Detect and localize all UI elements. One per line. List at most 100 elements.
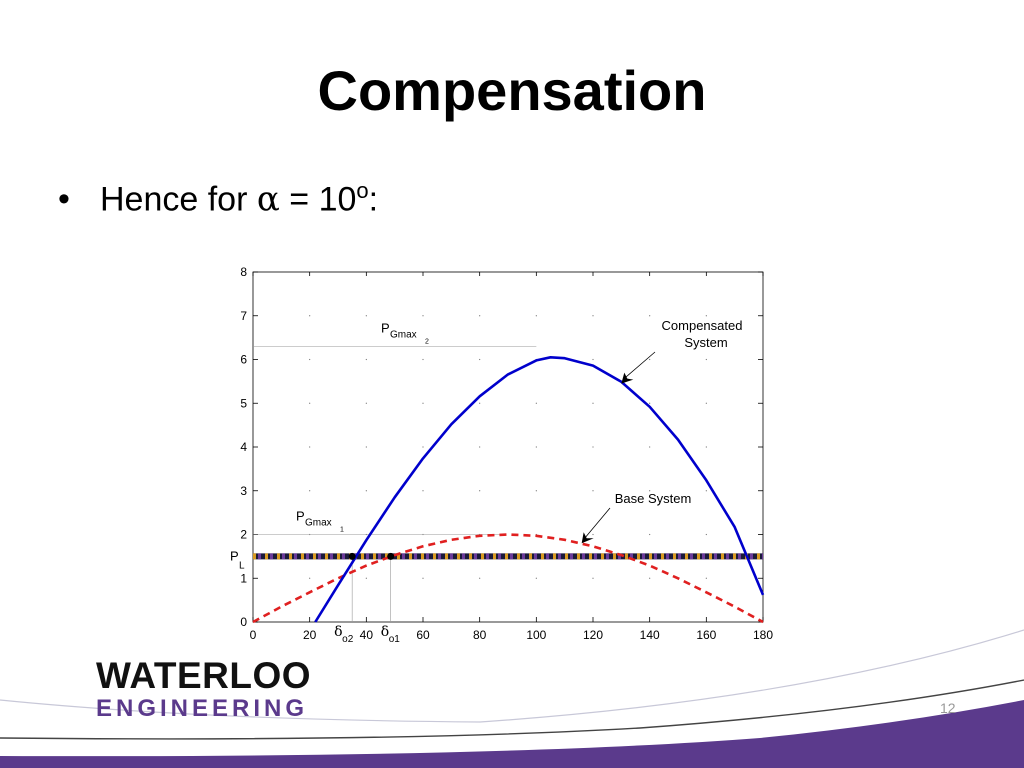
pgmax1-label-subsub: 1: [340, 527, 344, 534]
grid-dot: [649, 402, 651, 404]
grid-dot: [479, 402, 481, 404]
delta-o2-label: δ o2: [334, 624, 354, 645]
x-tick-label: 80: [473, 628, 487, 642]
y-tick-label: 2: [240, 528, 247, 542]
grid-dot: [649, 533, 651, 536]
degree-superscript: o: [356, 178, 369, 203]
compensated-arrow-line: [625, 351, 656, 378]
grid-dot: [592, 490, 594, 492]
delta-o2-label-sub: o2: [342, 634, 354, 645]
base-system-curve: [252, 533, 764, 624]
grid-dot: [309, 358, 311, 361]
bullet-suffix: :: [368, 180, 379, 219]
grid-dot: [309, 490, 311, 492]
grid-dot: [705, 358, 707, 361]
grid-dot: [479, 490, 481, 492]
grid-dot: [592, 402, 594, 404]
grid-dot: [365, 577, 367, 579]
grid-dot: [309, 315, 311, 317]
grid-dot: [479, 358, 481, 361]
x-tick-label: 20: [303, 628, 317, 642]
x-tick-label: 40: [360, 628, 374, 642]
grid-dot: [422, 358, 424, 361]
compensated-system-curve: [314, 356, 765, 623]
pgmax1-label-main: P: [296, 509, 305, 524]
y-tick-label: 0: [240, 615, 247, 629]
compensated-arrowhead: [621, 372, 634, 384]
grid-dot: [365, 358, 367, 361]
grid-dot: [479, 315, 481, 317]
compensated-label-line1: Compensated: [662, 318, 743, 333]
bullet-line: • Hence for α = 10o:: [58, 178, 378, 219]
grid-dot: [422, 446, 424, 448]
intersection-o2: [348, 552, 356, 560]
pgmax2-label-subsub: 2: [425, 338, 429, 345]
logo-engineering: ENGINEERING: [96, 695, 309, 722]
grid-dot: [592, 533, 594, 536]
x-tick-label: 160: [696, 628, 716, 642]
grid-dot: [705, 577, 707, 579]
pl-label: PL: [230, 548, 245, 571]
waterloo-engineering-logo: WATERLOO ENGINEERING: [96, 656, 311, 722]
grid-dot: [422, 577, 424, 579]
alpha-symbol: α: [256, 179, 280, 220]
grid-dot: [705, 490, 707, 492]
y-tick-label: 7: [240, 309, 247, 323]
grid-dot: [705, 446, 707, 448]
grid-dot: [479, 446, 481, 448]
grid-dot: [309, 402, 311, 404]
slide-title: Compensation: [317, 59, 707, 122]
base-arrowhead: [581, 532, 594, 544]
pl-label-main: P: [230, 548, 239, 563]
grid-dot: [422, 315, 424, 317]
grid-dot: [649, 490, 651, 492]
grid-dot: [592, 358, 594, 361]
grid-dot: [535, 446, 537, 448]
grid-dot: [705, 533, 707, 536]
grid-dot: [365, 315, 367, 317]
pgmax1-label: P Gmax 1: [296, 509, 344, 534]
grid-dot: [649, 315, 651, 317]
x-tick-label: 60: [416, 628, 430, 642]
y-tick-label: 4: [240, 440, 247, 454]
pgmax2-label-sub: Gmax: [390, 329, 417, 340]
base-system-label: Base System: [615, 491, 692, 506]
y-tick-label: 8: [240, 265, 247, 279]
grid-dot: [422, 402, 424, 404]
pl-label-sub: L: [239, 560, 245, 571]
grid-dot: [535, 577, 537, 579]
grid-dot: [705, 402, 707, 404]
intersection-o1: [387, 552, 395, 560]
x-tick-label: 120: [583, 628, 603, 642]
x-tick-label: 0: [250, 628, 257, 642]
bullet-dot-icon: •: [58, 180, 70, 219]
grid-dot: [592, 446, 594, 448]
grid-dot: [479, 577, 481, 579]
pgmax1-label-sub: Gmax: [305, 518, 332, 529]
grid-dot: [705, 315, 707, 317]
grid-dot: [535, 490, 537, 492]
y-tick-label: 6: [240, 353, 247, 367]
grid-dot: [535, 315, 537, 317]
y-tick-label: 1: [240, 571, 247, 585]
x-tick-label: 140: [640, 628, 660, 642]
x-tick-label: 180: [753, 628, 773, 642]
delta-o1-label: δ o1: [381, 624, 401, 645]
grid-dot: [649, 358, 651, 361]
logo-waterloo: WATERLOO: [96, 655, 312, 696]
grid-dot: [365, 402, 367, 404]
grid-dot: [592, 577, 594, 579]
page-number: 12: [940, 700, 956, 716]
pgmax2-label: P Gmax 2: [381, 320, 429, 345]
y-tick-label: 5: [240, 396, 247, 410]
grid-dot: [309, 446, 311, 448]
grid-dot: [649, 446, 651, 448]
grid-dot: [535, 402, 537, 404]
delta-o1-label-sub: o1: [389, 634, 401, 645]
base-arrow-line: [584, 507, 611, 539]
grid-dot: [365, 490, 367, 492]
grid-dot: [365, 446, 367, 448]
grid-dot: [309, 577, 311, 579]
grid-dot: [422, 490, 424, 492]
